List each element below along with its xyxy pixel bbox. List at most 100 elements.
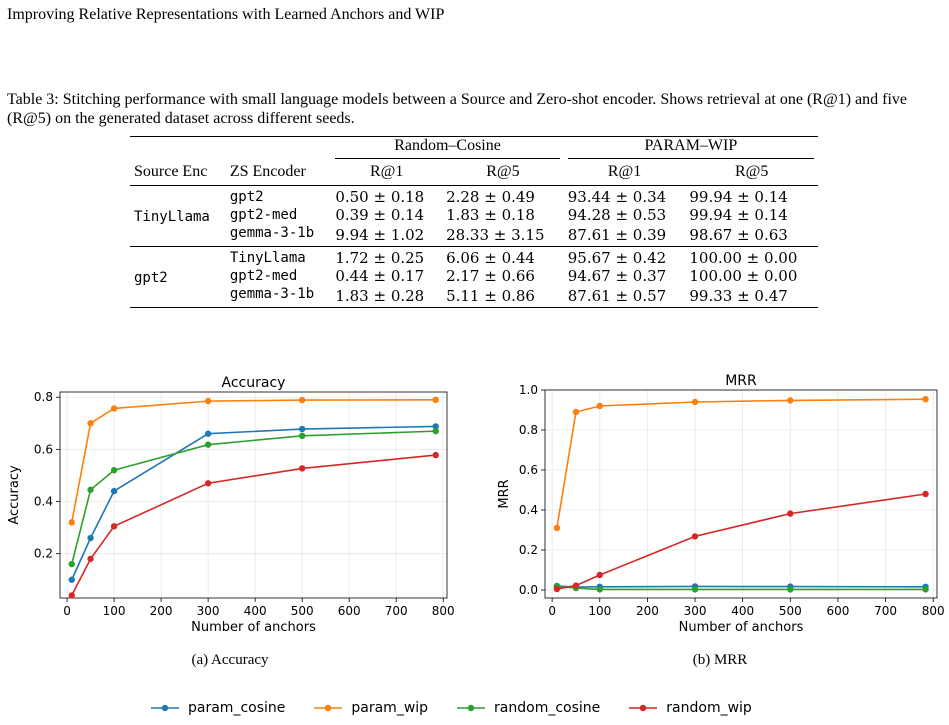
x-tick-label: 700 [385,604,408,618]
series-line-param-wip [70,399,436,523]
data-point-param-cosine [110,487,118,495]
series-line-random-cosine [70,430,436,565]
mrr-chart: 0 100 200 300 400 500 600 700 800 0.0 0.2 0.4 0.6 0.8… [497,373,945,635]
data-point-param-wip [691,398,699,406]
table-row: gpt2-med 0.44 ± 0.17 2.17 ± 0.66 94.67 ±… [130,267,818,285]
y-tick-label: 0.6 [34,442,53,456]
table-row: gpt2 TinyLlama 1.72 ± 0.25 6.06 ± 0.44 9… [130,246,818,308]
data-point-random-cosine [87,486,94,493]
data-point-random-cosine [110,467,118,474]
source-encoder-cell: gpt2 [130,246,226,308]
x-tick-label: 800 [432,604,455,618]
table-caption: Table 3: Stitching performance with smal… [7,91,907,127]
data-point-param-cosine [87,534,94,542]
data-point-random-cosine [68,560,75,568]
data-point-random-cosine [298,432,306,440]
x-tick-label: 300 [684,604,707,618]
data-point-param-wip [110,405,118,412]
zs-encoder-cell: gpt2-med [229,268,298,284]
pw-r5-cell: 99.33 ± 0.47 [689,287,788,305]
rc-r1-cell: 9.94 ± 1.02 [335,226,425,244]
pw-r5-cell: 99.94 ± 0.14 [689,188,788,206]
x-tick-label: 0 [63,604,71,618]
zs-encoder-cell: gpt2 [229,189,264,205]
x-tick-label: 200 [150,604,173,618]
series-line-random-wip [556,493,926,590]
chart-legend: param_cosine param_wip random_cosine random… [150,700,752,716]
x-tick-label: 400 [731,604,754,618]
data-point-param-wip [787,397,794,404]
col-header-rc-r5: R@5 [486,163,520,180]
x-tick-label: 100 [103,604,126,618]
x-tick-label: 600 [338,604,361,618]
rc-r1-cell: 1.83 ± 0.28 [335,287,425,305]
x-axis-label: Number of anchors [191,620,316,635]
data-point-random-wip [110,523,118,530]
rc-r1-cell: 0.50 ± 0.18 [335,188,425,206]
data-point-random-wip [572,582,580,589]
x-tick-label: 300 [197,604,220,618]
plot-frame [59,391,448,599]
pw-r1-cell: 87.61 ± 0.39 [567,226,667,244]
data-point-random-wip [87,555,94,563]
group-header-random-cosine: Random–Cosine [331,137,563,159]
col-header-pw-r1: R@1 [607,163,642,180]
rc-r5-cell: 28.33 ± 3.15 [446,226,545,244]
col-header-pw-r5: R@5 [734,163,769,180]
legend-item-random-cosine: random_cosine [456,700,600,716]
legend-label: random_wip [666,700,752,716]
x-tick-label: 700 [874,604,897,618]
data-point-param-wip [572,408,580,416]
rc-r5-cell: 1.83 ± 0.18 [446,206,535,224]
rc-r5-cell: 5.11 ± 0.86 [446,287,535,305]
pw-r1-cell: 93.44 ± 0.34 [567,188,667,206]
legend-label: random_cosine [494,700,601,716]
data-point-random-cosine [596,586,603,593]
data-point-param-cosine [298,425,306,433]
legend-swatch [151,704,179,712]
data-point-param-wip [204,397,212,405]
x-tick-label: 200 [636,604,659,618]
results-table: Random–Cosine PARAM–WIP Source Enc ZS En… [130,136,818,308]
table-row: gemma-3-1b 1.83 ± 0.28 5.11 ± 0.86 87.61… [130,285,818,308]
subcaption-accuracy: (a) Accuracy [191,652,269,668]
y-tick-label: 1.0 [519,383,538,397]
zs-encoder-cell: gpt2-med [229,207,298,223]
y-tick-label: 0.6 [519,463,538,477]
x-tick-label: 500 [291,604,314,618]
data-point-param-wip [553,524,561,532]
data-point-random-wip [596,571,603,579]
data-point-random-wip [922,490,929,498]
legend-swatch [314,704,343,712]
data-point-param-wip [298,396,306,404]
zs-encoder-cell: gemma-3-1b [229,225,315,241]
legend-item-random-wip: random_wip [628,700,752,716]
table-row: TinyLlama gpt2 0.50 ± 0.18 2.28 ± 0.49 9… [130,185,818,225]
pw-r1-cell: 94.28 ± 0.53 [567,206,667,224]
series-line-param-cosine [556,585,926,588]
y-tick-label: 0.8 [519,423,538,437]
pw-r1-cell: 87.61 ± 0.57 [567,287,667,305]
data-point-random-cosine [787,586,794,593]
x-tick-label: 600 [826,604,849,618]
table-group-gpt2: gpt2 TinyLlama 1.72 ± 0.25 6.06 ± 0.44 9… [130,246,818,308]
pw-r5-cell: 100.00 ± 0.00 [689,249,798,267]
x-tick-label: 100 [588,604,611,618]
col-header-rc-r1: R@1 [370,163,404,180]
pw-r1-cell: 94.67 ± 0.37 [567,267,667,285]
rc-r1-cell: 0.44 ± 0.17 [335,267,425,285]
table-group-tinyllama: TinyLlama gpt2 0.50 ± 0.18 2.28 ± 0.49 9… [130,185,818,247]
y-tick-label: 0.8 [34,390,53,404]
x-axis-label: Number of anchors [679,620,804,635]
legend-label: param_wip [351,700,429,716]
y-tick-label: 0.0 [519,583,538,597]
data-point-param-wip [87,420,94,427]
series-line-param-wip [556,398,926,529]
data-point-random-wip [691,533,699,540]
x-tick-label: 500 [779,604,802,618]
group-header-param-wip: PARAM–WIP [564,137,818,159]
series-line-random-wip [71,454,436,596]
series-line-param-cosine [71,425,436,581]
pw-r1-cell: 95.67 ± 0.42 [567,249,667,267]
x-tick-label: 800 [922,604,945,618]
